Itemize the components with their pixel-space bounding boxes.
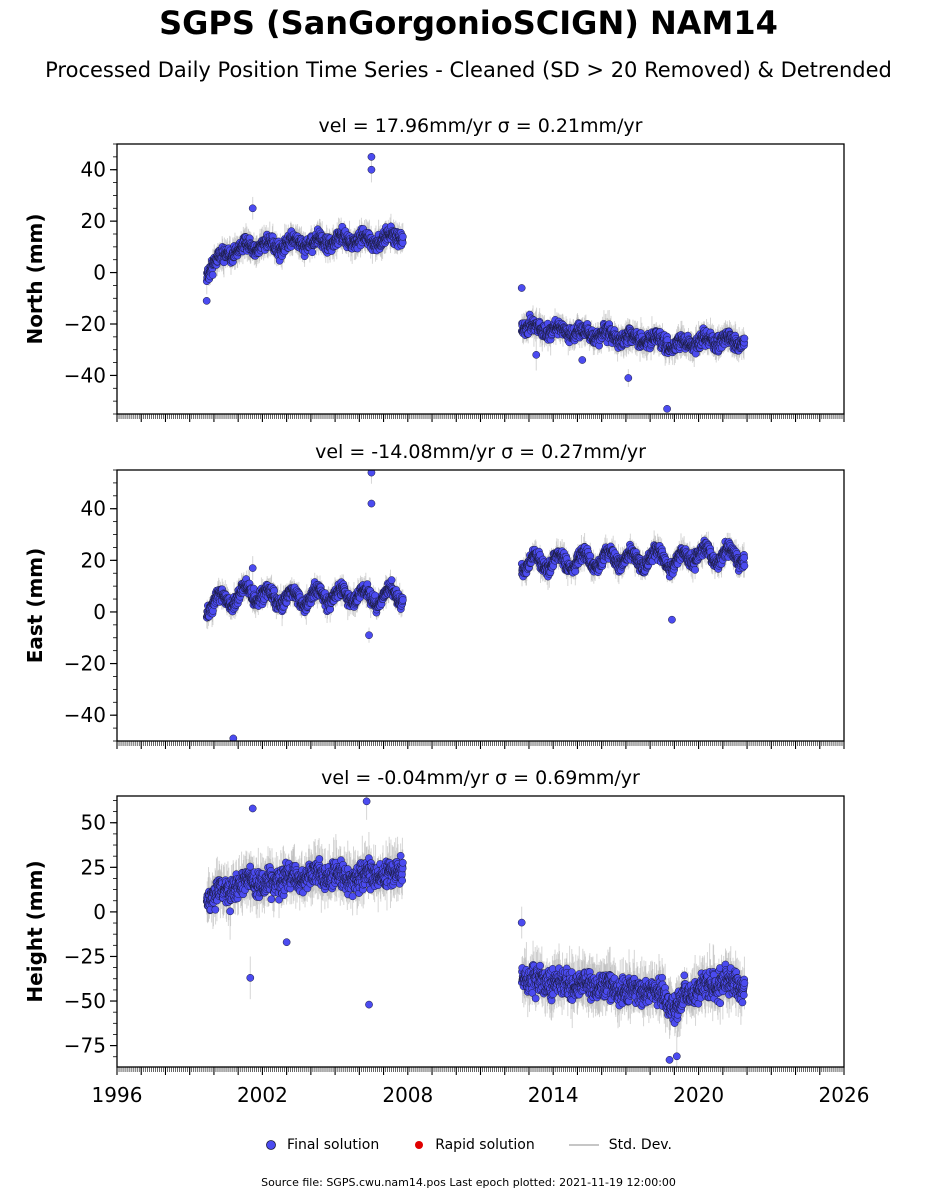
panel-title: vel = 17.96mm/yr σ = 0.21mm/yr bbox=[319, 115, 643, 137]
data-point bbox=[208, 271, 217, 279]
data-point bbox=[532, 351, 541, 359]
data-point bbox=[663, 405, 671, 413]
y-tick-label: 40 bbox=[81, 158, 106, 182]
plot-area bbox=[202, 153, 749, 413]
plot-frame bbox=[116, 143, 845, 415]
y-tick-label: −40 bbox=[64, 363, 106, 387]
data-point bbox=[740, 334, 749, 343]
data-point bbox=[248, 204, 257, 213]
y-tick-label: −20 bbox=[64, 312, 106, 336]
panel-north: vel = 17.96mm/yr σ = 0.21mm/yr −40 −20 0 20 4… bbox=[23, 115, 845, 422]
plot-area bbox=[202, 470, 749, 741]
data-point bbox=[578, 356, 587, 364]
y-tick-label: 20 bbox=[81, 209, 106, 233]
data-point bbox=[308, 248, 317, 257]
y-axis-label: North (mm) bbox=[23, 213, 47, 344]
chart-area: vel = 17.96mm/yr σ = 0.21mm/yr −40 −20 0 20 4… bbox=[23, 115, 869, 1107]
figure-title: SGPS (SanGorgonioSCIGN) NAM14 bbox=[159, 4, 778, 42]
data-point bbox=[398, 232, 407, 241]
y-tick-label: 0 bbox=[93, 261, 106, 285]
figure-subtitle: Processed Daily Position Time Series - C… bbox=[45, 58, 892, 82]
data-point bbox=[624, 374, 633, 382]
data-point bbox=[367, 165, 376, 174]
data-point bbox=[202, 297, 211, 305]
panel-title: vel = -14.08mm/yr σ = 0.27mm/yr bbox=[315, 441, 646, 463]
data-point bbox=[517, 284, 526, 292]
data-point bbox=[367, 153, 376, 161]
panel-east: vel = -14.08mm/yr σ = 0.27mm/yr−40−20020… bbox=[23, 441, 845, 749]
